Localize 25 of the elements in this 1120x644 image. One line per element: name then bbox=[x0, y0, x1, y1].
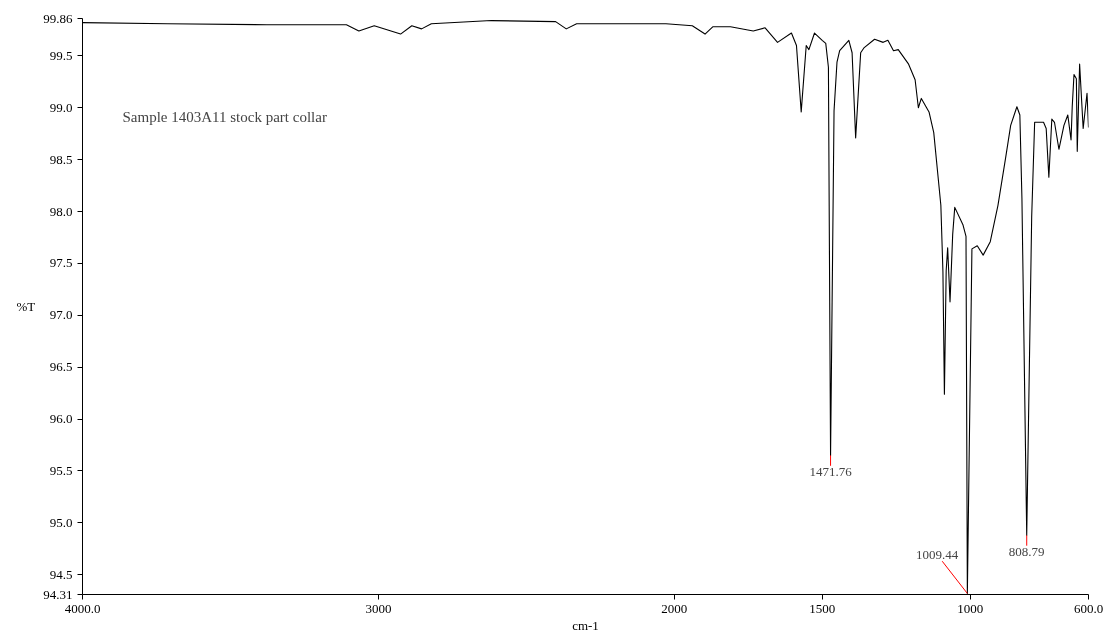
y-tick-label: 95.0 bbox=[49, 514, 73, 530]
y-axis-title: %T bbox=[16, 299, 36, 314]
x-axis-title: cm-1 bbox=[572, 617, 599, 633]
x-tick-label: 600.0 bbox=[1073, 600, 1104, 616]
x-tick-label: 1000 bbox=[957, 600, 984, 616]
x-tick-label: 1500 bbox=[809, 600, 836, 616]
y-tick-label: 99.0 bbox=[49, 99, 73, 115]
y-tick-label: 98.0 bbox=[49, 203, 73, 219]
y-tick-label: 96.5 bbox=[49, 359, 73, 375]
y-tick-label: 94.31 bbox=[43, 586, 73, 602]
annotation: 808.79 bbox=[1008, 544, 1045, 560]
y-tick-label: 99.86 bbox=[43, 10, 73, 26]
y-tick-label: 97.5 bbox=[49, 255, 73, 271]
x-tick-label: 3000 bbox=[365, 600, 392, 616]
y-tick-label: 95.5 bbox=[49, 463, 73, 478]
y-tick-label: 98.5 bbox=[49, 151, 73, 167]
annotation: Sample 1403A11 stock part collar bbox=[122, 108, 327, 125]
y-tick-label: 99.5 bbox=[49, 47, 73, 63]
y-tick-label: 97.0 bbox=[49, 307, 73, 323]
annotation: 1471.76 bbox=[809, 464, 853, 480]
x-tick-label: 2000 bbox=[661, 600, 688, 616]
annotation: 1009.44 bbox=[916, 546, 959, 562]
y-tick-label: 96.0 bbox=[49, 411, 73, 427]
y-tick-label: 94.5 bbox=[49, 566, 73, 582]
x-tick-label: 4000.0 bbox=[64, 600, 101, 616]
